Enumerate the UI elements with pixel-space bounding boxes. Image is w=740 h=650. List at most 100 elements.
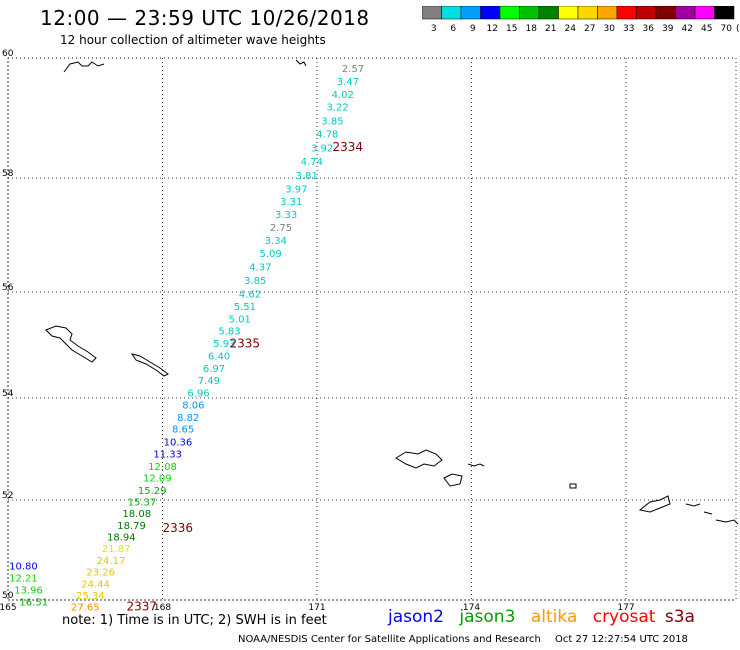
swh-value: 3.81 xyxy=(296,171,318,182)
scale-label: 6 xyxy=(450,24,456,34)
swh-value: 10.80 xyxy=(9,562,38,573)
swh-value: 18.79 xyxy=(117,521,146,532)
swh-value: 8.65 xyxy=(172,425,194,436)
lat-tick-label: 60 xyxy=(2,49,14,59)
lat-tick-label: 54 xyxy=(2,389,14,399)
scale-label: 70 xyxy=(721,24,733,34)
semichi-islands xyxy=(467,463,485,467)
scale-label: 21 xyxy=(545,24,556,34)
scale-label: 9 xyxy=(470,24,476,34)
scale-label: 36 xyxy=(643,24,655,34)
axis-tick-labels: 165 168 171 174 177 60 58 56 54 52 50 xyxy=(0,49,635,613)
swh-value: 21.87 xyxy=(102,544,131,555)
pass-number-label: 2336 xyxy=(163,521,194,535)
lat-tick-label: 58 xyxy=(2,169,14,179)
pass-number-label: 2334 xyxy=(332,140,363,154)
scale-label: 30 xyxy=(604,24,616,34)
swh-value: 4.78 xyxy=(316,130,338,141)
swh-value: 3.92 xyxy=(311,143,333,154)
attu-island xyxy=(395,449,443,469)
swh-value: 16.51 xyxy=(19,598,48,609)
swh-value: 6.40 xyxy=(208,352,230,363)
pass-number-label: 2337 xyxy=(126,600,157,614)
medny-island xyxy=(130,353,169,377)
scale-label: 3 xyxy=(431,24,437,34)
scale-label: 27 xyxy=(584,24,595,34)
lat-tick-label: 52 xyxy=(2,491,13,501)
swh-value: 4.74 xyxy=(301,157,323,168)
scale-label: 39 xyxy=(662,24,674,34)
coastline-kamchatka-tip xyxy=(63,61,105,73)
legend-s3a: s3a xyxy=(664,607,695,627)
swh-value: 8.06 xyxy=(182,401,204,412)
scale-label: 18 xyxy=(526,24,538,34)
scale-swatch xyxy=(714,6,735,20)
scale-unit: (ft) xyxy=(736,24,740,34)
timestamp: Oct 27 12:27:54 UTC 2018 xyxy=(555,634,688,645)
swh-value: 24.44 xyxy=(81,580,110,591)
swh-value: 12.08 xyxy=(148,462,177,473)
swh-value: 11.33 xyxy=(153,450,182,461)
lat-tick-label: 50 xyxy=(2,591,14,601)
scale-label: 45 xyxy=(701,24,712,34)
swh-value: 3.33 xyxy=(275,210,297,221)
graticule xyxy=(7,57,737,601)
rat-islands xyxy=(685,503,739,525)
swh-value: 8.82 xyxy=(177,413,199,424)
swh-value: 12.09 xyxy=(143,474,172,485)
lon-tick-label: 174 xyxy=(463,603,480,613)
lon-tick-label: 168 xyxy=(154,603,171,613)
swh-value: 5.83 xyxy=(218,327,240,338)
swh-value: 3.22 xyxy=(326,103,348,114)
buldir-island xyxy=(569,483,577,489)
swh-value: 3.85 xyxy=(244,276,266,287)
swh-value: 12.21 xyxy=(9,574,38,585)
scale-label: 24 xyxy=(565,24,577,34)
swh-value: 3.47 xyxy=(337,77,359,88)
altimeter-track: 2.57 3.47 4.02 3.22 3.85 4.78 3.92 4.74 3.81 3.97… xyxy=(9,64,364,613)
swh-value: 3.85 xyxy=(321,116,343,127)
swh-value: 2.57 xyxy=(342,64,364,75)
agattu-island xyxy=(443,473,463,487)
lat-tick-label: 56 xyxy=(2,283,14,293)
swh-value: 23.26 xyxy=(86,568,115,579)
swh-value: 4.37 xyxy=(249,262,271,273)
footnote: note: 1) Time is in UTC; 2) SWH is in fe… xyxy=(62,613,327,628)
swh-value: 10.36 xyxy=(164,437,193,448)
swh-value: 27.65 xyxy=(71,603,100,614)
swh-value: 18.08 xyxy=(122,509,151,520)
legend-cryosat: cryosat xyxy=(592,607,656,627)
swh-value: 5.51 xyxy=(234,302,256,313)
scale-label: 15 xyxy=(506,24,517,34)
legend-jason2: jason2 xyxy=(388,607,444,627)
bering-island xyxy=(45,325,97,363)
swh-value: 4.02 xyxy=(332,90,354,101)
scale-label: 42 xyxy=(682,24,693,34)
swh-value: 5.09 xyxy=(260,249,282,260)
map-frame xyxy=(7,57,737,601)
swh-value: 2.75 xyxy=(270,223,292,234)
swh-value: 25.34 xyxy=(76,591,105,602)
swh-value: 13.96 xyxy=(14,586,43,597)
swh-value: 15.37 xyxy=(128,498,157,509)
satellite-legend: jason2 jason3 altika cryosat s3a xyxy=(388,607,705,627)
lon-tick-label: 177 xyxy=(617,603,634,613)
credit-line: NOAA/NESDIS Center for Satellite Applica… xyxy=(238,634,541,645)
swh-value: 4.62 xyxy=(239,290,261,301)
swh-value: 5.01 xyxy=(229,315,251,326)
kiska-island xyxy=(638,495,671,513)
page-subtitle: 12 hour collection of altimeter wave hei… xyxy=(60,33,326,47)
coastline-north-edge xyxy=(295,59,307,67)
legend-altika: altika xyxy=(530,607,578,627)
swh-value: 7.49 xyxy=(198,376,220,387)
swh-value: 6.96 xyxy=(187,389,209,400)
lon-tick-label: 171 xyxy=(308,603,325,613)
swh-value: 3.31 xyxy=(280,197,302,208)
swh-value: 5.93 xyxy=(213,339,235,350)
swh-value: 3.97 xyxy=(285,184,307,195)
page-title: 12:00 — 23:59 UTC 10/26/2018 xyxy=(40,6,370,30)
swh-value: 3.34 xyxy=(265,236,287,247)
lon-tick-label: 165 xyxy=(0,603,17,613)
